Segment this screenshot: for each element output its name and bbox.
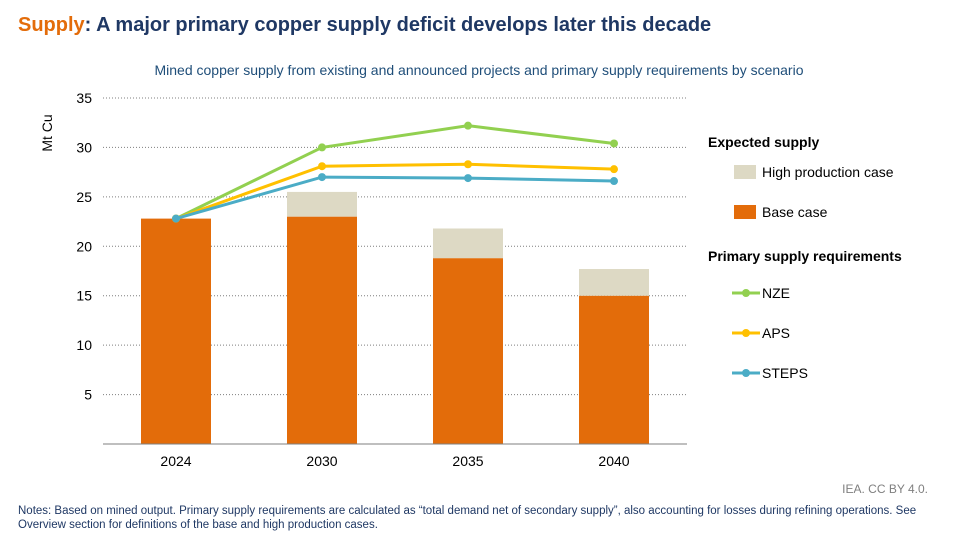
x-tick-label: 2035 xyxy=(452,453,483,469)
point-aps xyxy=(464,160,472,169)
legend-swatch-high-production xyxy=(734,165,756,179)
y-tick-label: 5 xyxy=(84,387,92,403)
source-credit: IEA. CC BY 4.0. xyxy=(842,482,928,496)
legend-swatch-base-case xyxy=(734,205,756,219)
legend-item-nze: NZE xyxy=(732,285,790,301)
point-steps xyxy=(318,173,326,182)
page-title: Supply: A major primary copper supply de… xyxy=(18,14,711,37)
bar-high-production-case xyxy=(287,191,357,217)
bar-base-case xyxy=(433,258,503,444)
legend-heading-primary-supply: Primary supply requirements xyxy=(708,248,902,264)
line-nze xyxy=(175,124,615,220)
legend-label-steps: STEPS xyxy=(762,365,808,381)
legend-item-base-case: Base case xyxy=(734,204,827,220)
point-steps xyxy=(610,177,618,186)
axis-layer: 5 10 15 20 25 30 35 2024 2030 2035 2040 xyxy=(76,90,687,469)
bar-base-case xyxy=(579,295,649,444)
x-tick-label: 2024 xyxy=(160,453,191,469)
chart-title: Mined copper supply from existing and an… xyxy=(154,62,804,78)
x-tick-label: 2030 xyxy=(306,453,337,469)
bar-base-case xyxy=(141,218,211,444)
title-separator: : xyxy=(84,14,97,36)
legend-label-nze: NZE xyxy=(762,285,790,301)
legend-swatch-nze xyxy=(732,289,760,297)
y-tick-label: 15 xyxy=(76,288,92,304)
line-aps xyxy=(175,162,615,221)
point-aps xyxy=(318,162,326,171)
y-tick-label: 20 xyxy=(76,238,92,254)
y-tick-label: 25 xyxy=(76,189,92,205)
legend-label-aps: APS xyxy=(762,325,791,341)
title-text: A major primary copper supply deficit de… xyxy=(96,14,712,36)
legend-swatch-steps xyxy=(732,369,760,377)
title-keyword: Supply xyxy=(18,14,85,36)
legend-item-aps: APS xyxy=(732,325,790,341)
bar-high-production-case xyxy=(579,269,649,296)
legend-item-steps: STEPS xyxy=(732,365,808,381)
bar-layer xyxy=(141,191,649,444)
point-steps xyxy=(172,214,180,223)
y-tick-label: 30 xyxy=(76,139,92,155)
line-layer xyxy=(172,121,618,223)
y-tick-label: 35 xyxy=(76,90,92,106)
point-aps xyxy=(610,165,618,174)
legend-swatch-aps xyxy=(732,329,760,337)
legend-label-high-production: High production case xyxy=(762,164,894,180)
point-nze xyxy=(610,139,618,148)
x-tick-label: 2040 xyxy=(598,453,629,469)
legend-heading-expected-supply: Expected supply xyxy=(708,134,820,150)
point-nze xyxy=(318,143,326,152)
y-axis-label: Mt Cu xyxy=(39,114,55,151)
legend-item-high-production: High production case xyxy=(734,164,894,180)
y-tick-label: 10 xyxy=(76,337,92,353)
point-steps xyxy=(464,174,472,183)
bar-high-production-case xyxy=(433,228,503,259)
line-steps xyxy=(175,175,615,221)
point-nze xyxy=(464,121,472,130)
notes: Notes: Based on mined output. Primary su… xyxy=(18,505,917,531)
bar-base-case xyxy=(287,216,357,444)
legend-label-base-case: Base case xyxy=(762,204,828,220)
